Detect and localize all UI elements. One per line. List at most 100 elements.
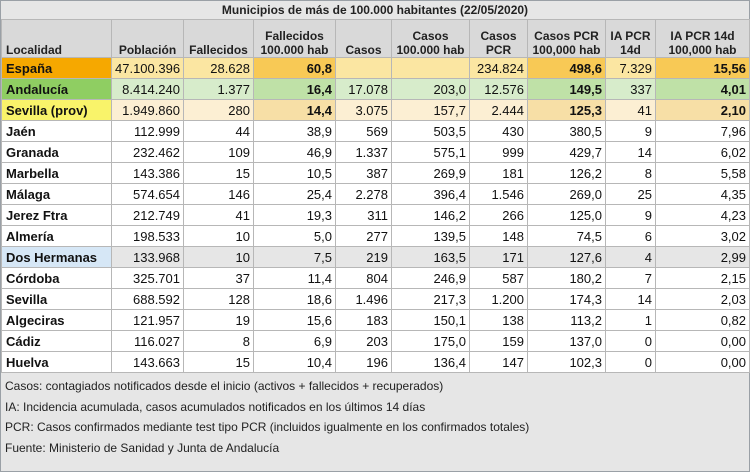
table-cell: 569 [335,120,392,142]
table-cell: 266 [469,204,528,226]
table-cell: 6,9 [253,330,336,352]
table-cell: 25,4 [253,183,336,205]
table-cell: 10,5 [253,162,336,184]
table-cell: 113,2 [527,309,606,331]
table-cell: 116.027 [111,330,184,352]
table-cell: 136,4 [391,351,470,373]
table-cell: 269,0 [527,183,606,205]
column-header-line: 100,000 hab [532,43,601,57]
table-cell: 15,6 [253,309,336,331]
table-cell: 19,3 [253,204,336,226]
column-header-line: Fallecidos [189,43,248,57]
table-cell: 146,2 [391,204,470,226]
table-cell: 4,35 [655,183,750,205]
row-locality: Jaén [1,120,112,142]
column-header: Casos [335,19,392,58]
table-row: Córdoba 325.701 37 11,4 804 246,9 587 180,2 7 2,1… [1,267,750,289]
table-cell: 0,82 [655,309,750,331]
table-cell: 11,4 [253,267,336,289]
column-header-line: Casos [412,29,449,43]
column-header-line: Casos [345,43,382,57]
table-cell: 311 [335,204,392,226]
table-cell: 575,1 [391,141,470,163]
table-cell: 60,8 [253,57,336,79]
table-cell: 203 [335,330,392,352]
table-cell: 574.654 [111,183,184,205]
table-cell: 28.628 [183,57,254,79]
table-cell: 41 [605,99,656,121]
table-cell: 150,1 [391,309,470,331]
table-cell: 25 [605,183,656,205]
table-row: Andalucía 8.414.240 1.377 16,4 17.078 203,0 12… [1,78,750,100]
table-body: España 47.100.396 28.628 60,8 234.824 498,6 7.… [1,57,750,373]
column-header: IA PCR 14d 100,000 hab [655,19,750,58]
column-header-line: Casos [480,29,517,43]
table-cell: 2.278 [335,183,392,205]
table-cell: 396,4 [391,183,470,205]
column-header-line: IA PCR 14d [670,29,735,43]
column-header: Localidad [1,19,112,58]
table-cell: 3,02 [655,225,750,247]
table-cell: 15,56 [655,57,750,79]
column-header-line: 100,000 hab [668,43,737,57]
table-row: Sevilla 688.592 128 18,6 1.496 217,3 1.200 174,… [1,288,750,310]
column-header-line: Población [118,43,177,57]
table-cell: 1.337 [335,141,392,163]
table-cell: 157,7 [391,99,470,121]
table-row: Dos Hermanas 133.968 10 7,5 219 163,5 171 127,6… [1,246,750,268]
table-cell: 3.075 [335,99,392,121]
table-cell: 143.663 [111,351,184,373]
table-cell: 112.999 [111,120,184,142]
table-cell: 503,5 [391,120,470,142]
footnote-line: Fuente: Ministerio de Sanidad y Junta de… [5,440,280,455]
table-cell: 159 [469,330,528,352]
table-cell: 138 [469,309,528,331]
footnote-line: PCR: Casos confirmados mediante test tip… [5,420,530,434]
table-cell: 174,3 [527,288,606,310]
table-cell: 147 [469,351,528,373]
table-row: Jerez Ftra 212.749 41 19,3 311 146,2 266 125,0 9… [1,204,750,226]
column-header-line: IA PCR [610,29,651,43]
table-cell: 181 [469,162,528,184]
table-cell: 180,2 [527,267,606,289]
table-cell: 7,96 [655,120,750,142]
column-header-line [186,29,251,43]
row-locality: Dos Hermanas [1,246,112,268]
table-cell: 217,3 [391,288,470,310]
table-row: Granada 232.462 109 46,9 1.337 575,1 999 429,7 1… [1,141,750,163]
table-cell: 14 [605,288,656,310]
table-cell: 10 [183,246,254,268]
table-cell: 10 [183,225,254,247]
row-locality: Sevilla (prov) [1,99,112,121]
table-cell: 196 [335,351,392,373]
footnote-line: Casos: contagiados notificados desde el … [5,379,444,393]
column-header-line [338,29,389,43]
row-locality: Sevilla [1,288,112,310]
row-locality: Marbella [1,162,112,184]
table-cell: 14 [605,141,656,163]
table-cell: 128 [183,288,254,310]
table-cell: 2,03 [655,288,750,310]
column-header-line [6,29,109,43]
column-header: IA PCR 14d [605,19,656,58]
table-title: Municipios de más de 100.000 habitantes … [221,3,529,17]
table-cell: 8 [605,162,656,184]
table-cell: 46,9 [253,141,336,163]
table-cell: 47.100.396 [111,57,184,79]
table-row: Almería 198.533 10 5,0 277 139,5 148 74,5 6 3,02 [1,225,750,247]
row-locality: Málaga [1,183,112,205]
table-cell: 0 [605,351,656,373]
table-cell: 15 [183,162,254,184]
table-cell: 246,9 [391,267,470,289]
table-cell: 125,0 [527,204,606,226]
table-row: Marbella 143.386 15 10,5 387 269,9 181 126,2 8 5,… [1,162,750,184]
table-cell: 2,99 [655,246,750,268]
table-row: Cádiz 116.027 8 6,9 203 175,0 159 137,0 0 0,00 [1,330,750,352]
table-cell: 148 [469,225,528,247]
table-cell: 4,01 [655,78,750,100]
table-row: Málaga 574.654 146 25,4 2.278 396,4 1.546 269,0… [1,183,750,205]
column-header-line: PCR [485,43,512,57]
table-cell: 4 [605,246,656,268]
column-header: Casos PCR [469,19,528,58]
table-cell: 121.957 [111,309,184,331]
